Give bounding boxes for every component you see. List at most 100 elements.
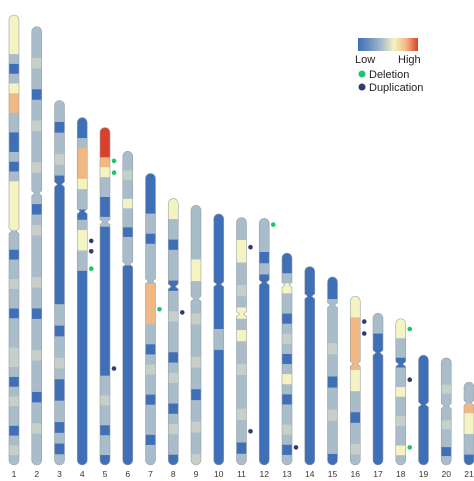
legend-deletion-label: Deletion <box>369 69 409 81</box>
chromosome-band <box>9 367 19 378</box>
chromosome-outline <box>463 381 474 466</box>
chromosome-outline <box>349 296 361 466</box>
chromosome-band <box>122 398 133 409</box>
chromosome-outline <box>190 205 202 466</box>
chromosome-band <box>9 259 19 270</box>
colorbar-high-label: High <box>398 54 421 66</box>
chromosome-band <box>213 276 224 288</box>
chromosome-band <box>168 331 179 343</box>
chromosome-band <box>259 319 270 332</box>
chromosome-band <box>259 308 270 320</box>
chromosome-band <box>168 219 179 230</box>
chromosome-band <box>464 423 474 435</box>
chromosome-band <box>145 354 156 366</box>
chromosome-band <box>259 386 270 399</box>
chromosome-band <box>9 328 19 339</box>
chromosome-band <box>100 236 110 248</box>
deletion-marker <box>407 445 413 450</box>
chromosome-band <box>100 355 110 367</box>
chromosome-20 <box>441 357 452 465</box>
chromosome-band <box>122 284 133 295</box>
chromosome-band <box>77 168 88 180</box>
chromosome-band <box>9 279 19 290</box>
chromosome-band <box>54 411 65 423</box>
chromosome-band <box>54 239 65 252</box>
deletion-marker <box>407 326 413 332</box>
chromosome-band <box>31 110 42 122</box>
chromosome-band <box>282 293 292 305</box>
duplication-marker <box>407 377 413 383</box>
chromosome-band <box>77 342 88 354</box>
chromosome-band <box>304 360 315 372</box>
chromosome-band <box>122 455 133 465</box>
chromosome-band <box>304 444 315 456</box>
chromosome-band <box>168 280 179 292</box>
chromosome-band <box>259 252 270 264</box>
chromosome-band <box>31 339 42 351</box>
chromosome-band <box>282 283 292 295</box>
chromosome-12 <box>259 218 270 465</box>
tick-label-chr-18: 18 <box>396 469 406 479</box>
chromosome-band <box>395 455 406 465</box>
chromosome-band <box>282 253 292 264</box>
chromosome-outline <box>99 127 111 466</box>
chromosome-band <box>31 204 42 216</box>
chromosome-band <box>373 313 383 325</box>
chromosome-band <box>168 321 179 333</box>
chromosome-band <box>122 170 133 181</box>
chromosome-band <box>191 432 201 444</box>
chromosome-band <box>54 121 65 134</box>
deletion-marker <box>270 222 276 227</box>
duplication-marker <box>88 249 94 254</box>
chromosome-band <box>282 414 292 426</box>
chromosome-band <box>259 375 270 388</box>
chromosome-band <box>122 360 133 371</box>
chromosome-band <box>327 453 338 465</box>
chromosome-band <box>54 293 65 305</box>
chromosome-4 <box>77 117 88 465</box>
chromosome-band <box>373 374 383 385</box>
tick-label-chr-4: 4 <box>80 469 85 479</box>
chromosome-band <box>9 103 19 114</box>
chromosome-band <box>236 217 247 230</box>
chromosome-band <box>77 352 88 364</box>
chromosome-band <box>54 196 65 209</box>
tick-label-chr-7: 7 <box>148 469 153 479</box>
chromosome-band <box>213 245 224 257</box>
chromosome-band <box>236 330 247 342</box>
chromosome-band <box>168 434 179 446</box>
chromosome-band <box>304 266 315 278</box>
chromosome-band <box>350 338 361 350</box>
chromosome-band <box>236 262 247 275</box>
chromosome-band <box>168 424 179 435</box>
chromosome-band <box>122 303 133 314</box>
chromosome-band <box>395 338 406 349</box>
chromosome-band <box>145 183 156 195</box>
chromosome-16 <box>350 296 361 465</box>
chromosome-band <box>9 416 19 427</box>
chromosome-outline <box>167 198 179 466</box>
chromosome-19 <box>418 355 429 465</box>
chromosome-outline <box>54 100 65 466</box>
chromosome-band <box>191 443 201 455</box>
chromosome-band <box>54 432 65 445</box>
chromosome-band <box>100 167 110 178</box>
chromosome-band <box>327 354 338 367</box>
chromosome-band <box>9 376 19 388</box>
chromosome-band <box>259 263 270 276</box>
chromosome-band <box>9 445 19 456</box>
chromosome-band <box>100 316 110 327</box>
chromosome-band <box>395 445 406 456</box>
chromosome-band <box>31 224 42 237</box>
chromosome-band <box>168 372 179 384</box>
chromosome-band <box>373 323 383 335</box>
chromosome-band <box>122 179 133 190</box>
chromosome-band <box>441 420 452 430</box>
chromosome-outline <box>418 354 429 466</box>
chromosome-band <box>31 141 42 153</box>
chromosome-band <box>54 304 65 316</box>
chromosome-band <box>464 382 474 394</box>
chromosome-band <box>304 381 315 393</box>
chromosome-band <box>191 454 201 465</box>
duplication-marker <box>248 244 253 250</box>
